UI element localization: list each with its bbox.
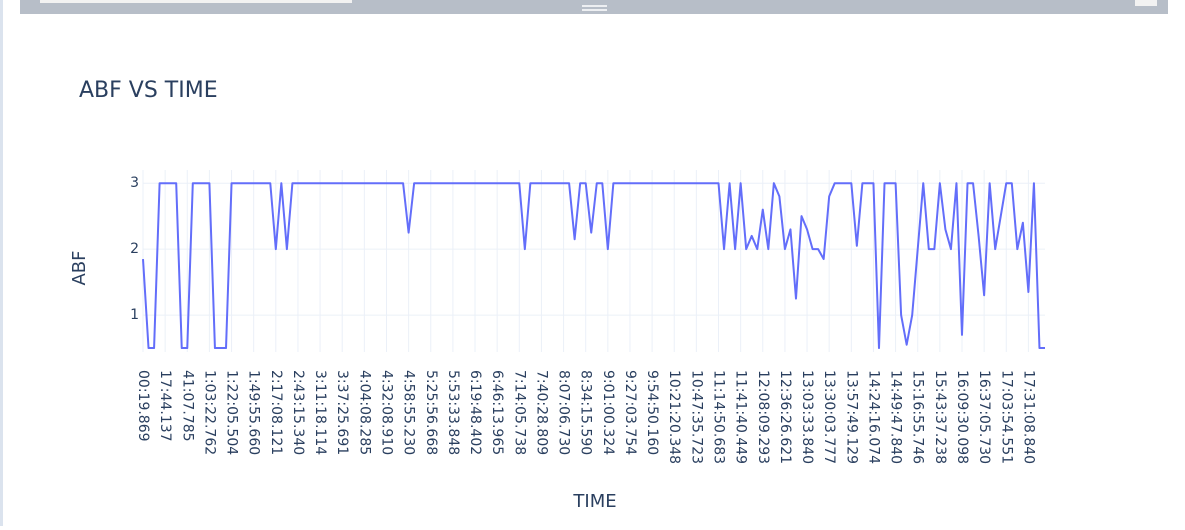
x-tick-label: 16:09:30.098 (954, 370, 970, 464)
x-tick-label: 14:49:47.840 (888, 370, 904, 464)
left-border (0, 0, 3, 526)
toolbar-strip (20, 0, 1168, 14)
x-tick-label: 10:21:20.348 (666, 370, 682, 464)
x-tick-label: 9:01:00.324 (600, 370, 616, 455)
x-tick-label: 1:03:22.762 (201, 370, 217, 455)
x-tick-label: 2:43:15.340 (290, 370, 306, 455)
data-line (142, 182, 1045, 350)
y-tick-label: 3 (130, 175, 139, 191)
x-tick-label: 5:53:33.848 (445, 370, 461, 455)
x-tick-label: 6:19:48.402 (467, 370, 483, 455)
x-tick-label: 9:27:03.754 (622, 370, 638, 455)
x-tick-label: 17:03:54.551 (998, 370, 1014, 464)
x-tick-label: 6:46:13.965 (489, 370, 505, 455)
x-tick-label: 12:08:09.293 (755, 370, 771, 464)
x-tick-label: 3:11:18.114 (312, 370, 328, 455)
x-tick-label: 10:47:35.723 (688, 370, 704, 464)
x-tick-label: 1:22:05.504 (224, 370, 240, 455)
x-tick-label: 7:14:05.738 (511, 370, 527, 455)
x-tick-label: 12:36:26.621 (777, 370, 793, 464)
x-tick-label: 15:43:37.238 (932, 370, 948, 464)
x-tick-label: 7:40:28.809 (533, 370, 549, 455)
x-tick-label: 8:07:06.730 (556, 370, 572, 455)
x-tick-label: 17:31:08.840 (1020, 370, 1036, 464)
chart-title: ABF VS TIME (79, 78, 218, 103)
x-tick-label: 13:30:03.777 (821, 370, 837, 464)
toolbar-field (40, 0, 352, 3)
x-tick-label: 4:32:08.910 (378, 370, 394, 455)
x-tick-label: 00:19.869 (135, 370, 151, 442)
x-tick-label: 14:24:16.074 (865, 370, 881, 464)
toolbar-button[interactable] (1135, 0, 1157, 6)
y-tick-label: 1 (130, 307, 139, 323)
x-tick-label: 4:58:55.230 (401, 370, 417, 455)
y-axis-title: ABF (69, 250, 90, 285)
plot (142, 182, 1045, 350)
y-tick-label: 2 (130, 241, 139, 257)
x-tick-label: 4:04:08.285 (356, 370, 372, 455)
x-tick-label: 11:41:40.449 (733, 370, 749, 464)
x-tick-label: 17:44.137 (157, 370, 173, 442)
x-tick-label: 5:25:56.668 (423, 370, 439, 455)
x-tick-label: 13:03:33.840 (799, 370, 815, 464)
x-tick-label: 3:37:25.691 (334, 370, 350, 455)
x-tick-label: 16:37:05.730 (976, 370, 992, 464)
x-tick-label: 15:16:55.746 (910, 370, 926, 464)
x-tick-label: 1:49:55.660 (246, 370, 262, 455)
x-tick-label: 41:07.785 (179, 370, 195, 442)
x-tick-label: 13:57:49.129 (843, 370, 859, 464)
x-tick-label: 8:34:15.590 (578, 370, 594, 455)
x-tick-label: 9:54:50.160 (644, 370, 660, 455)
x-tick-label: 2:17:08.121 (268, 370, 284, 455)
x-tick-label: 11:14:50.683 (711, 370, 727, 464)
x-axis-title: TIME (572, 491, 616, 512)
